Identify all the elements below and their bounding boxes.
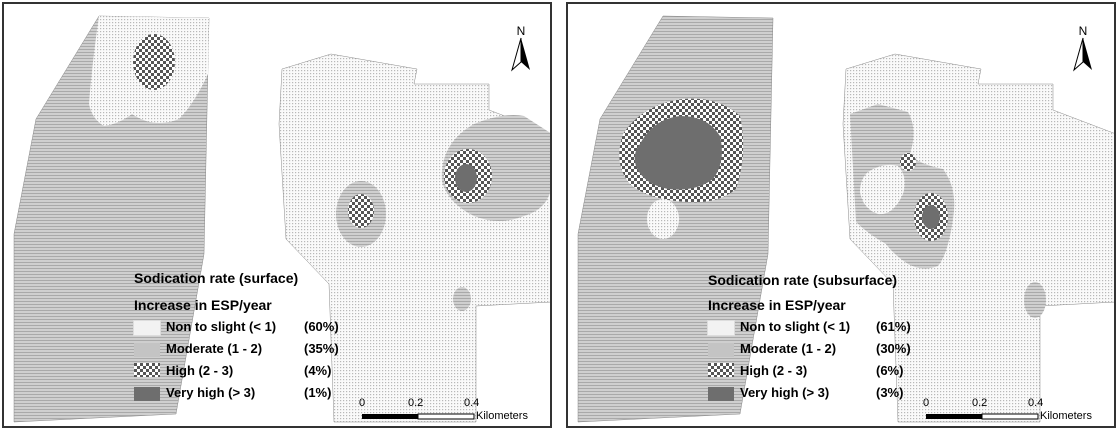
legend-label: High (2 - 3) [166, 363, 234, 378]
north-arrow: N [1070, 24, 1096, 74]
legend-percent: (4%) [304, 363, 332, 378]
zone-high [900, 153, 916, 171]
zone-moderate [453, 287, 471, 311]
legend-title: Sodication rate (subsurface) [708, 272, 898, 288]
scale-bar: 0 0.2 0.4 Kilometers [920, 397, 1114, 426]
legend-label: High (2 - 3) [740, 363, 808, 378]
legend-row-high: High (2 - 3) (6%) [708, 363, 948, 381]
swatch-dark [708, 387, 734, 401]
swatch-lines [708, 343, 734, 357]
zone-non-slight [860, 164, 905, 215]
map-panel-subsurface: N Sodication rate (subsurface) Increase … [566, 2, 1116, 428]
legend-label: Moderate (1 - 2) [740, 341, 837, 356]
legend-percent: (60%) [304, 319, 339, 334]
scale-tick: 0.4 [1028, 397, 1044, 409]
zone-high [348, 194, 374, 228]
zone-non-slight [647, 199, 679, 239]
swatch-dark [134, 387, 160, 401]
north-arrow-icon [1073, 37, 1092, 72]
swatch-dots [133, 320, 161, 336]
legend-subtitle: Increase in ESP/year [134, 297, 272, 313]
legend-percent: (6%) [876, 363, 904, 378]
scale-tick: 0.2 [408, 397, 424, 409]
legend-percent: (3%) [876, 385, 904, 400]
scale-tick: 0.4 [464, 397, 480, 409]
legend-label: Non to slight (< 1) [740, 319, 851, 334]
legend-label: Moderate (1 - 2) [166, 341, 263, 356]
legend-percent: (1%) [304, 385, 332, 400]
legend-label: Very high (> 3) [740, 385, 830, 400]
scale-unit: Kilometers [1040, 410, 1092, 422]
legend-subtitle: Increase in ESP/year [708, 297, 846, 313]
scale-tick: 0 [923, 397, 930, 409]
legend-row-non-slight: Non to slight (< 1) (60%) [133, 319, 374, 337]
legend-row-very-high: Very high (> 3) (3%) [708, 385, 948, 403]
legend-percent: (30%) [876, 341, 911, 356]
swatch-lines [134, 343, 160, 357]
scale-bar-graphic [926, 413, 1039, 420]
legend-label: Very high (> 3) [166, 385, 256, 400]
legend-row-moderate: Moderate (1 - 2) (30%) [708, 341, 948, 359]
legend-row-very-high: Very high (> 3) (1%) [134, 385, 374, 403]
legend-row-moderate: Moderate (1 - 2) (35%) [134, 341, 374, 359]
north-arrow-icon [511, 37, 530, 72]
map-surface [13, 15, 550, 423]
scale-bar-graphic [362, 413, 475, 420]
north-arrow: N [508, 24, 534, 74]
map-panel-surface: N Sodication rate (surface) Increase in … [2, 2, 552, 428]
zone-very-high [922, 205, 940, 229]
north-label: N [1078, 24, 1088, 38]
scale-bar: 0 0.2 0.4 Kilometers [356, 397, 550, 426]
legend-row-non-slight: Non to slight (< 1) (61%) [707, 319, 948, 337]
legend-percent: (35%) [304, 341, 339, 356]
legend-row-high: High (2 - 3) (4%) [134, 363, 374, 381]
zone-high [133, 34, 175, 90]
zone-very-high [455, 164, 477, 192]
scale-tick: 0.2 [972, 397, 988, 409]
swatch-checks [708, 363, 734, 377]
north-label: N [516, 24, 526, 38]
legend-percent: (61%) [876, 319, 911, 334]
scale-tick: 0 [359, 397, 366, 409]
zone-moderate [1024, 282, 1046, 318]
swatch-checks [134, 363, 160, 377]
legend-title: Sodication rate (surface) [134, 270, 299, 286]
swatch-dots [707, 320, 735, 336]
legend-label: Non to slight (< 1) [166, 319, 277, 334]
map-subsurface [577, 15, 1114, 423]
zone-very-high [634, 116, 722, 190]
scale-unit: Kilometers [476, 410, 528, 422]
